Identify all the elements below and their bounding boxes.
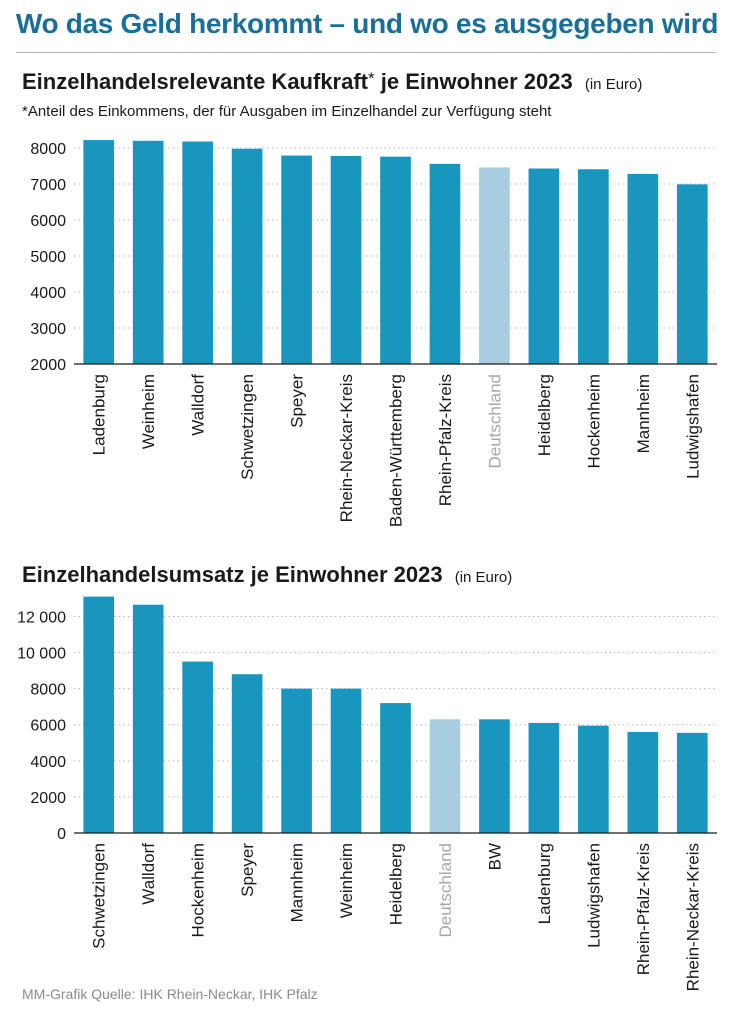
- chart1-category-label: Deutschland: [485, 374, 504, 469]
- chart2-ytick-label: 2000: [30, 790, 66, 807]
- chart2-category-label: Schwetzingen: [90, 843, 109, 949]
- chart2-bar: [182, 661, 213, 833]
- chart1-bar: [429, 163, 461, 364]
- chart1-ytick-label: 3000: [30, 321, 66, 338]
- chart1-bar: [182, 141, 213, 364]
- chart1-category-label: Rhein-Neckar-Kreis: [337, 374, 356, 522]
- chart1-category-label: Hockenheim: [584, 374, 603, 469]
- chart2-bar: [528, 722, 560, 833]
- chart1-bar: [231, 148, 263, 364]
- chart1-ytick-label: 6000: [30, 213, 66, 230]
- chart2-title-main: Einzelhandelsumsatz je Einwohner 2023: [22, 562, 443, 587]
- chart1-category-label: Ladenburg: [90, 374, 109, 455]
- chart2-category-label: Heidelberg: [387, 843, 406, 925]
- chart1-kaufkraft: 2000 3000 4000 5000 6000 7000 8000 Ladenburg Wei…: [30, 140, 717, 527]
- chart2-bar: [231, 674, 263, 833]
- chart2-ytick-label: 8000: [30, 682, 66, 699]
- chart1-bar: [528, 168, 560, 364]
- chart1-bar: [578, 169, 609, 364]
- chart2-category-label: Mannheim: [288, 843, 307, 922]
- headline: Wo das Geld herkommt – und wo es ausgege…: [15, 8, 719, 39]
- chart2-ytick-label: 12 000: [17, 609, 66, 626]
- chart2-bar: [429, 719, 461, 833]
- chart2-category-label: Rhein-Neckar-Kreis: [683, 843, 702, 991]
- chart1-bar: [83, 140, 115, 364]
- chart2-bar: [281, 688, 312, 833]
- chart1-category-label: Schwetzingen: [238, 374, 257, 480]
- chart2-ytick-label: 4000: [30, 754, 66, 771]
- chart2-umsatz: 0 2000 4000 6000 8000 10 000 12 000 Schwetzinge…: [17, 596, 717, 991]
- chart1-category-label: Ludwigshafen: [683, 374, 702, 479]
- chart1-category-label: Rhein-Pfalz-Kreis: [436, 374, 455, 506]
- chart1-category-label: Speyer: [288, 374, 307, 428]
- chart2-ytick-label: 6000: [30, 718, 66, 735]
- chart2-ytick-label: 0: [57, 826, 66, 843]
- chart2-category-label: Ludwigshafen: [584, 843, 603, 948]
- chart1-unit: (in Euro): [584, 76, 643, 93]
- chart2-bar: [578, 725, 609, 833]
- chart2-category-label: Walldorf: [139, 843, 158, 905]
- chart2-category-label: Speyer: [238, 843, 257, 897]
- chart1-ytick-label: 2000: [30, 357, 66, 374]
- chart2-unit: (in Euro): [454, 569, 513, 586]
- chart1-category-label: Weinheim: [139, 374, 158, 449]
- chart2-ytick-label: 10 000: [17, 646, 66, 663]
- chart2-bar: [676, 732, 708, 833]
- chart1-bar: [330, 155, 362, 364]
- chart2-title: Einzelhandelsumsatz je Einwohner 2023 (i…: [22, 562, 512, 588]
- chart1-footnote: *Anteil des Einkommens, der für Ausgaben…: [22, 103, 552, 120]
- chart2-category-label: Hockenheim: [189, 843, 208, 938]
- chart1-category-label: Heidelberg: [535, 374, 554, 456]
- chart1-bar: [479, 167, 510, 364]
- chart1-category-label: Baden-Württemberg: [387, 374, 406, 527]
- chart2-bar: [330, 688, 362, 833]
- chart2-category-label: Ladenburg: [535, 843, 554, 924]
- chart2-category-label: Rhein-Pfalz-Kreis: [634, 843, 653, 975]
- chart1-ytick-label: 5000: [30, 249, 66, 266]
- chart1-bar: [380, 156, 411, 364]
- chart1-bar: [676, 184, 708, 364]
- chart1-category-label: Walldorf: [189, 374, 208, 436]
- source-credit: MM-Grafik Quelle: IHK Rhein-Neckar, IHK …: [22, 986, 318, 1002]
- chart1-ytick-label: 7000: [30, 177, 66, 194]
- chart1-title: Einzelhandelsrelevante Kaufkraft* je Ein…: [22, 69, 642, 95]
- chart1-bar: [132, 140, 164, 364]
- chart1-title-main: Einzelhandelsrelevante Kaufkraft: [22, 69, 369, 94]
- chart1-bar: [627, 173, 659, 364]
- chart1-title-marker: *: [368, 69, 375, 88]
- chart1-ytick-label: 4000: [30, 285, 66, 302]
- chart2-category-label: Weinheim: [337, 843, 356, 918]
- chart2-bar: [83, 596, 115, 833]
- chart2-category-label: Deutschland: [436, 843, 455, 938]
- chart2-bar: [479, 719, 510, 833]
- chart1-title-suffix: je Einwohner 2023: [380, 69, 573, 94]
- chart2-category-label: BW: [485, 843, 504, 870]
- chart1-ytick-label: 8000: [30, 141, 66, 158]
- chart2-bar: [132, 604, 164, 833]
- headline-divider: [16, 52, 716, 53]
- chart2-bar: [380, 703, 411, 833]
- chart1-category-label: Mannheim: [634, 374, 653, 453]
- chart2-bar: [627, 731, 659, 833]
- chart1-bar: [281, 155, 312, 364]
